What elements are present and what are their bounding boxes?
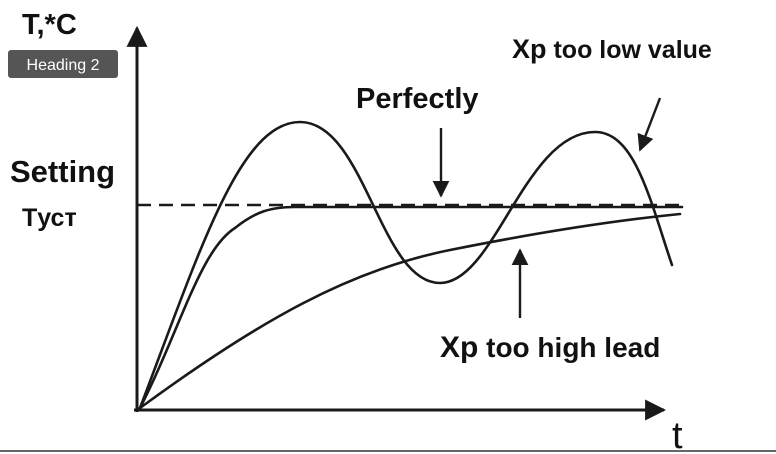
- x-axis-label: t: [672, 415, 683, 454]
- high-prefix: Xp: [440, 331, 478, 364]
- low-prefix: Xp: [512, 34, 547, 64]
- badge: [8, 50, 118, 78]
- badge-text: Heading 2: [27, 57, 100, 74]
- perfectly-label: Perfectly: [356, 83, 479, 115]
- oscillating-curve: [138, 120, 674, 410]
- setting-label: Setting: [10, 154, 115, 189]
- setting-symbol: Tуст: [22, 204, 77, 232]
- high-label: Xp too high lead: [440, 331, 660, 364]
- high-text: too high lead: [486, 332, 660, 363]
- slow-curve: [138, 212, 682, 410]
- low-label: Xp too low value: [512, 34, 712, 64]
- arrow: [637, 97, 662, 152]
- low-text: too low value: [553, 36, 711, 64]
- y-axis-label: T,*C: [22, 9, 77, 41]
- perfect-curve: [138, 205, 684, 410]
